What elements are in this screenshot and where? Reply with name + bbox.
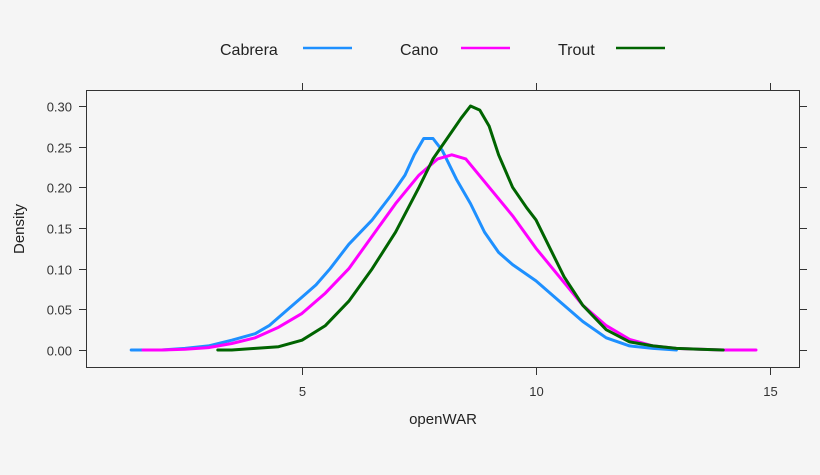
series-line-cano [141,153,758,352]
x-tick-label: 15 [763,384,777,399]
y-tick-label: 0.10 [47,263,72,278]
y-axis-title: Density [11,203,28,254]
x-tick-label: 10 [529,384,543,399]
axes: 0.00 0.05 0.10 0.15 0.20 0.25 0.30 5 10 15 [47,83,807,399]
y-tick-label: 0.05 [47,303,72,318]
plot-panel [86,90,800,368]
y-tick-label: 0.30 [47,100,72,115]
legend-label-cabrera: Cabrera [220,42,278,59]
series-line-cabrera [129,137,678,352]
y-tick-label: 0.25 [47,141,72,156]
legend-label-cano: Cano [400,42,438,59]
series-line-trout [216,104,725,352]
y-tick-label: 0.00 [47,344,72,359]
legend: Cabrera Cano Trout [220,42,665,59]
x-axis-title: openWAR [409,411,477,428]
x-tick-label: 5 [299,384,306,399]
y-tick-label: 0.15 [47,222,72,237]
legend-label-trout: Trout [558,42,595,59]
y-tick-label: 0.20 [47,181,72,196]
series-lines [129,104,758,352]
